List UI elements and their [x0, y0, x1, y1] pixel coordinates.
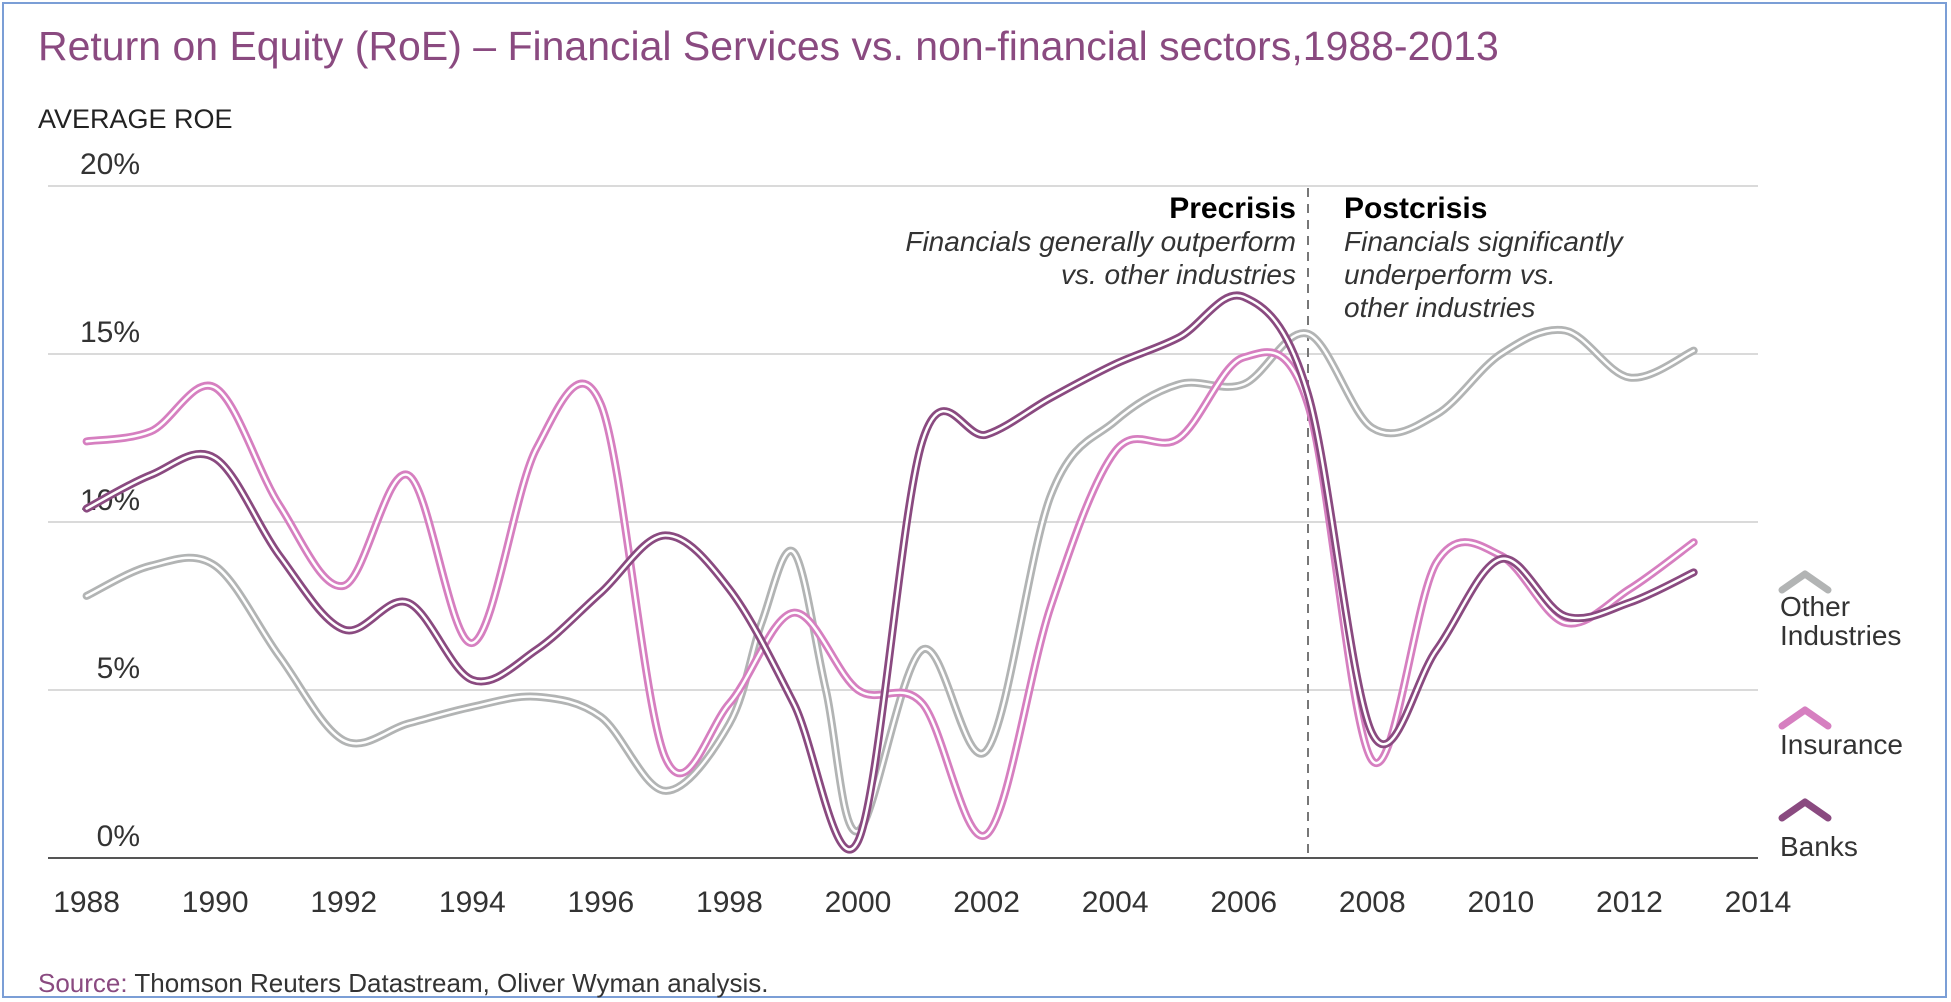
source-note: Source: Thomson Reuters Datastream, Oliv…	[38, 968, 768, 998]
legend-marker-insurance	[1778, 706, 1832, 730]
x-tick-label: 2010	[1467, 886, 1534, 919]
series-line-banks-core	[85, 294, 1695, 851]
source-label: Source:	[38, 968, 128, 998]
series-lines	[82, 291, 1698, 854]
x-tick-label: 1990	[182, 886, 249, 919]
x-tick-label: 1998	[696, 886, 763, 919]
series-line-other-industries-core	[85, 328, 1695, 833]
x-tick-label: 2014	[1725, 886, 1792, 919]
x-tick-label: 2012	[1596, 886, 1663, 919]
postcrisis-text-line3: other industries	[1344, 292, 1535, 323]
y-tick-label: 5%	[97, 652, 140, 685]
series-line-insurance-outline	[82, 348, 1698, 840]
x-tick-label: 2000	[825, 886, 892, 919]
y-tick-label: 20%	[80, 148, 140, 181]
y-axis-label: AVERAGE ROE	[38, 104, 233, 134]
legend-label-other-line2: Industries	[1780, 620, 1901, 651]
x-tick-label: 1996	[567, 886, 634, 919]
legend-marker-banks	[1778, 798, 1832, 822]
precrisis-title: Precrisis	[1169, 192, 1296, 225]
x-tick-labels: 1988 1990 1992 1994 1996 1998 2000 2002 2004 2006…	[53, 886, 1791, 919]
x-tick-label: 2002	[953, 886, 1020, 919]
x-tick-label: 2006	[1210, 886, 1277, 919]
chart-title: Return on Equity (RoE) – Financial Servi…	[38, 23, 1499, 69]
y-tick-label: 10%	[80, 484, 140, 517]
precrisis-text-line2: vs. other industries	[1061, 259, 1296, 290]
x-tick-label: 1988	[53, 886, 120, 919]
x-tick-label: 2004	[1082, 886, 1149, 919]
legend-label-other-line1: Other	[1780, 591, 1850, 622]
x-tick-label: 1992	[310, 886, 377, 919]
precrisis-text-line1: Financials generally outperform	[905, 226, 1296, 257]
postcrisis-text-line2: underperform vs.	[1344, 259, 1556, 290]
legend-label-banks: Banks	[1780, 831, 1858, 862]
legend-marker-other-industries	[1778, 570, 1832, 594]
postcrisis-annotation: Postcrisis Financials significantly unde…	[1344, 192, 1625, 323]
x-tick-label: 1994	[439, 886, 506, 919]
postcrisis-text-line1: Financials significantly	[1344, 226, 1625, 257]
source-text: Thomson Reuters Datastream, Oliver Wyman…	[128, 968, 769, 998]
x-tick-label: 2008	[1339, 886, 1406, 919]
legend-label-insurance: Insurance	[1780, 729, 1903, 760]
postcrisis-title: Postcrisis	[1344, 192, 1487, 225]
precrisis-annotation: Precrisis Financials generally outperfor…	[905, 192, 1296, 290]
y-tick-label: 15%	[80, 316, 140, 349]
y-tick-labels: 0% 5% 10% 15% 20%	[80, 148, 140, 853]
legend: Other Industries Insurance Banks	[1778, 570, 1903, 862]
y-tick-label: 0%	[97, 820, 140, 853]
series-line-insurance-core	[85, 350, 1695, 838]
series-line-banks-outline	[82, 291, 1698, 854]
